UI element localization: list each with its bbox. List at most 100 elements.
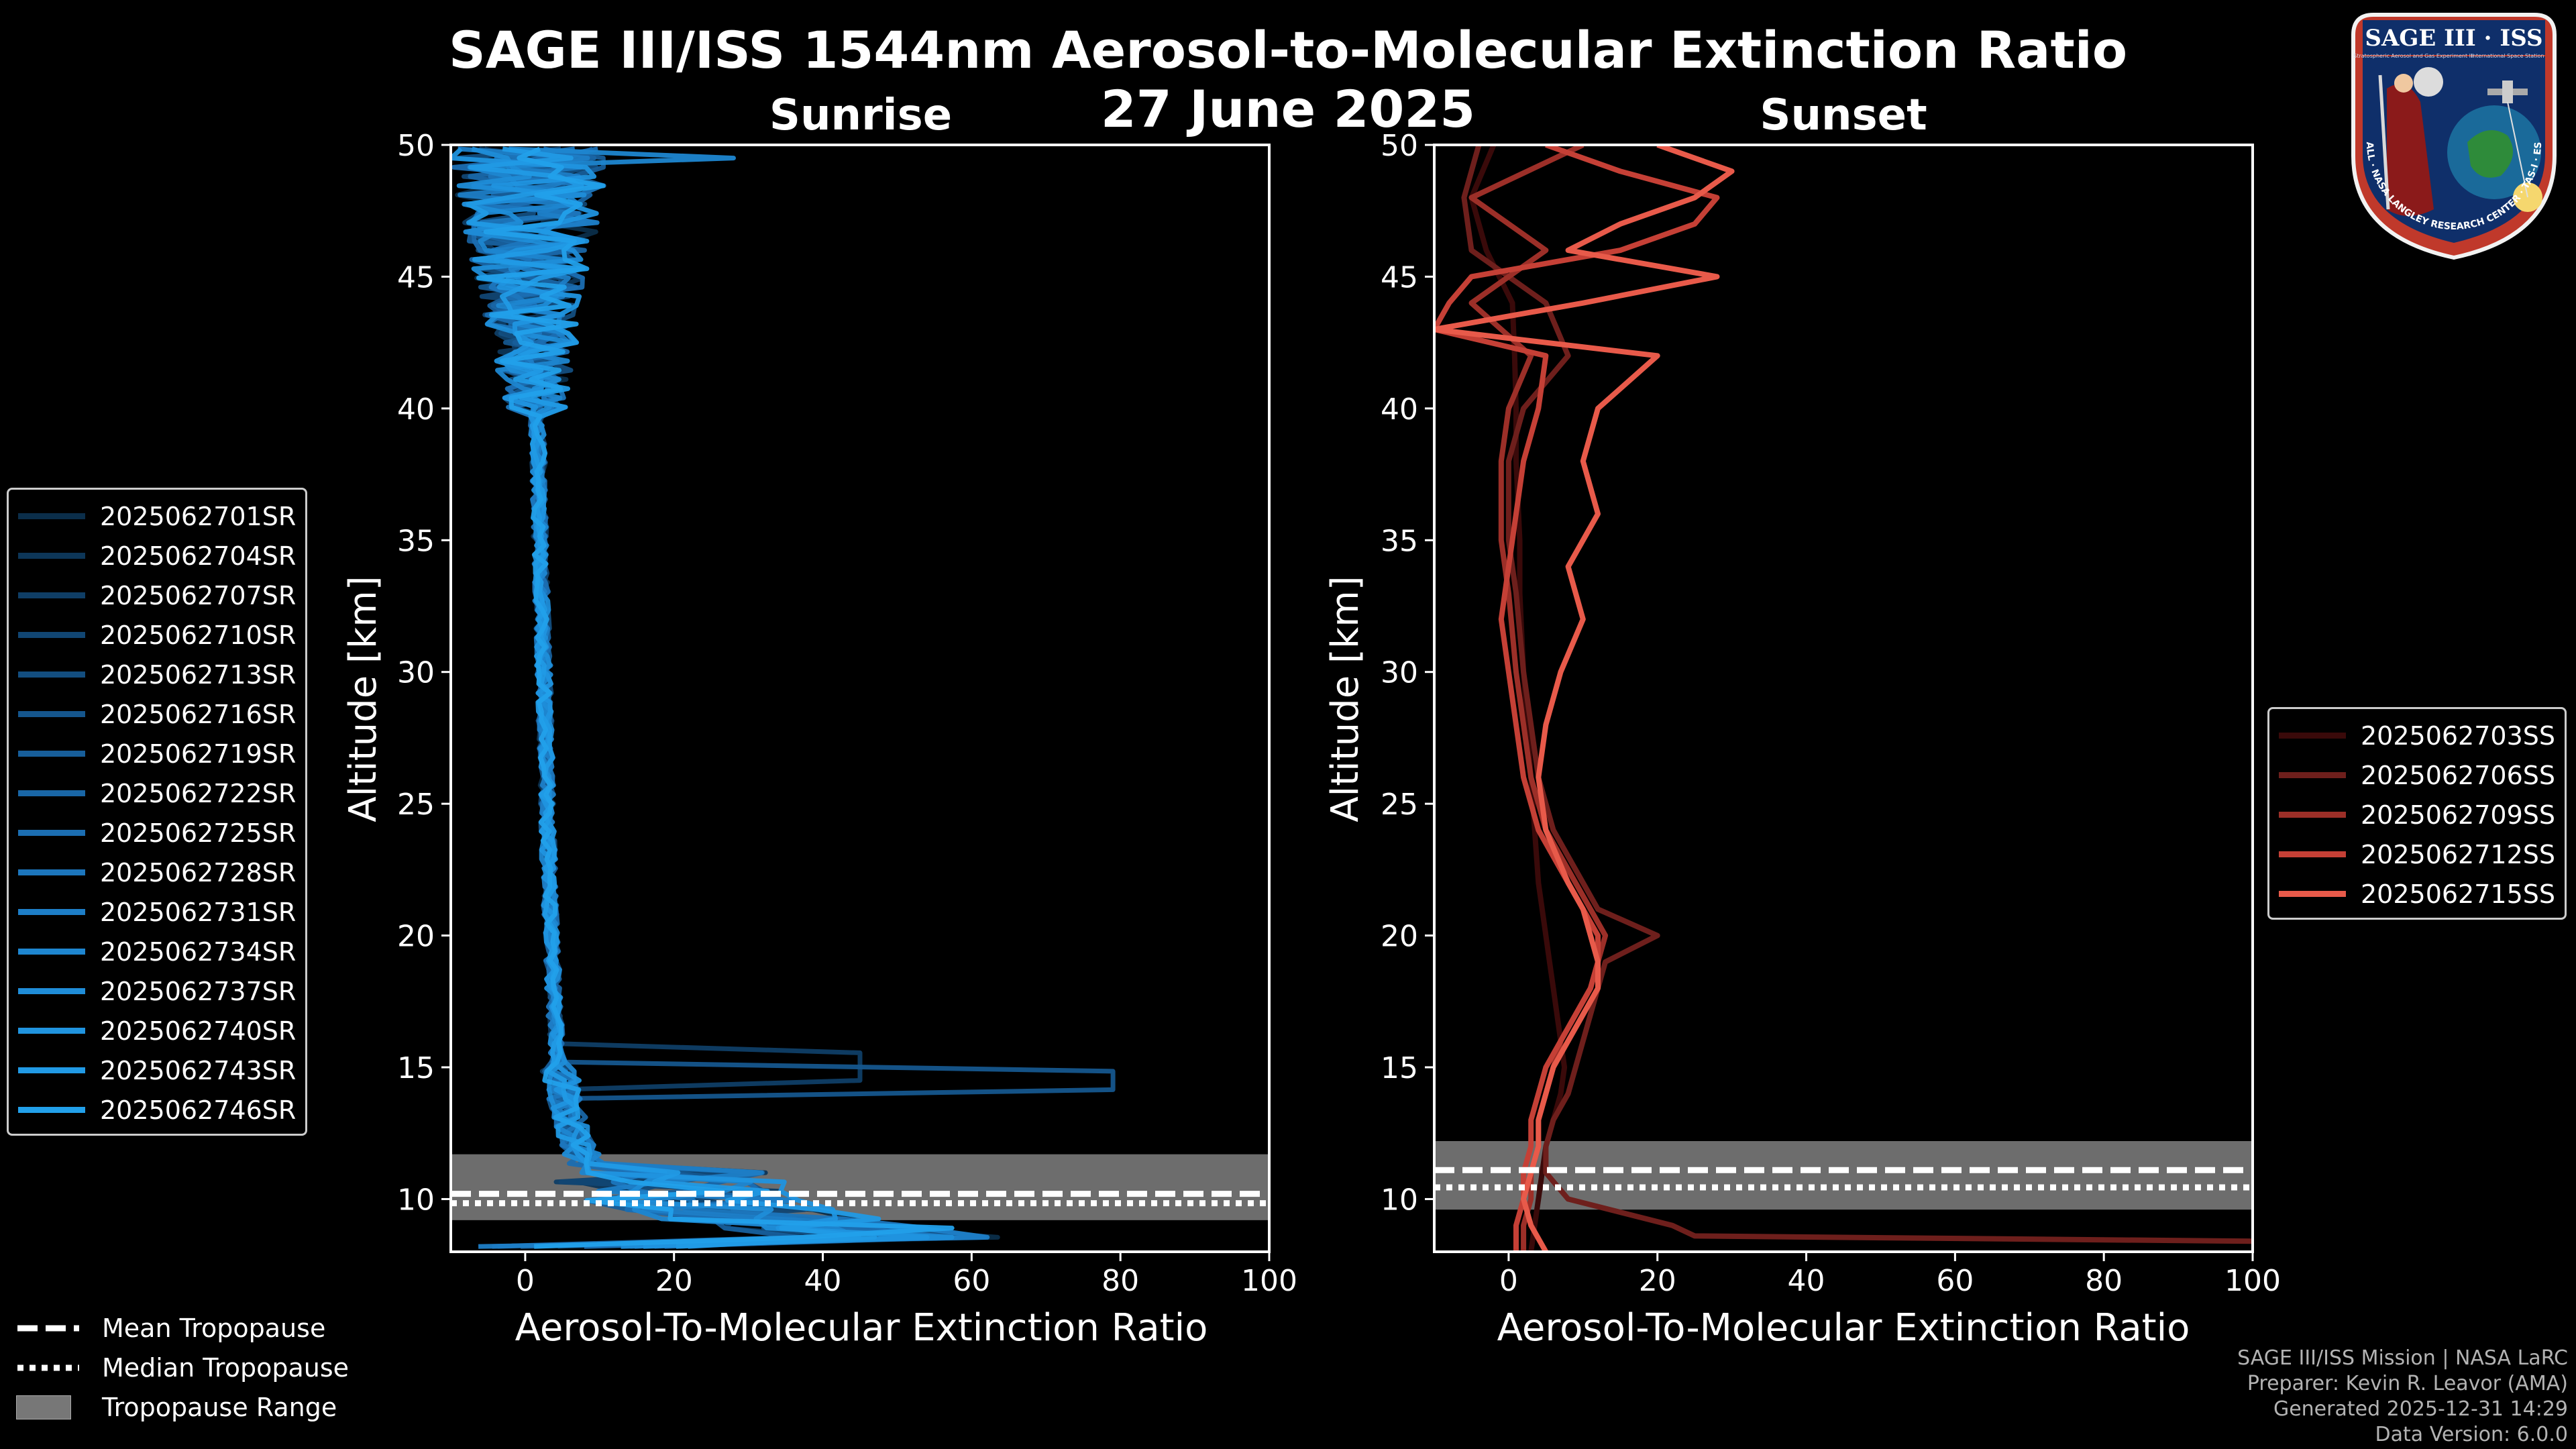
y-tick-label: 30: [1381, 656, 1418, 690]
credits-data-version: Data Version: 6.0.0: [2375, 1423, 2568, 1446]
legend-entry: 2025062743SR: [18, 1051, 296, 1090]
plot-frame: [449, 144, 1271, 1253]
y-tick-label: 20: [1381, 920, 1418, 954]
legend-entry: 2025062746SR: [18, 1090, 296, 1130]
credits-preparer: Preparer: Kevin R. Leavor (AMA): [2247, 1372, 2568, 1395]
legend-swatch: [18, 711, 85, 717]
y-tick-label: 35: [1381, 524, 1418, 558]
sunset-panel-title: Sunset: [1760, 91, 1927, 140]
legend-label: 2025062701SR: [100, 501, 297, 531]
legend-label: 2025062706SS: [2361, 760, 2556, 790]
legend-entry: 2025062712SS: [2279, 835, 2555, 874]
legend-mean-tropopause-label: Mean Tropopause: [102, 1313, 326, 1343]
sunset-y-axis-label: Altitude [km]: [1324, 576, 1367, 822]
x-tick-label: 100: [2224, 1264, 2281, 1298]
legend-label: 2025062725SR: [100, 818, 297, 848]
y-tick-label: 15: [1381, 1051, 1418, 1085]
legend-label: 2025062740SR: [100, 1016, 297, 1046]
legend-label: 2025062743SR: [100, 1055, 297, 1085]
series-line-2025062715SS: [1434, 145, 1735, 1252]
sunset-legend: 2025062703SS 2025062706SS 2025062709SS 2025…: [2267, 707, 2567, 920]
logo-name: SAGE III · ISS: [2365, 25, 2542, 52]
dashed-line-icon: [17, 1325, 79, 1331]
legend-swatch: [18, 830, 85, 836]
x-tick-label: 20: [1639, 1264, 1676, 1298]
y-tick-label: 50: [397, 129, 435, 163]
legend-label: 2025062746SR: [100, 1095, 297, 1125]
sunrise-legend: 2025062701SR 2025062704SR 2025062707SR 2025…: [7, 488, 308, 1136]
legend-label: 2025062719SR: [100, 739, 297, 769]
sunrise-panel-title: Sunrise: [769, 91, 953, 140]
x-tick-label: 80: [2085, 1264, 2123, 1298]
legend-tropopause-range-label: Tropopause Range: [102, 1392, 337, 1422]
legend-label: 2025062737SR: [100, 976, 297, 1006]
legend-entry: 2025062703SS: [2279, 716, 2555, 755]
legend-label: 2025062709SS: [2361, 800, 2556, 830]
plot-frame: [1433, 144, 2254, 1253]
legend-entry: 2025062704SR: [18, 536, 296, 576]
legend-entry: 2025062701SR: [18, 496, 296, 536]
y-tick-label: 40: [397, 392, 435, 427]
legend-entry: 2025062710SR: [18, 615, 296, 655]
x-tick-label: 40: [804, 1264, 842, 1298]
legend-swatch: [18, 1107, 85, 1113]
legend-swatch: [2279, 733, 2346, 739]
legend-label: 2025062716SR: [100, 699, 297, 729]
legend-tropopause-range: Tropopause Range: [16, 1387, 349, 1427]
legend-swatch: [18, 632, 85, 638]
legend-label: 2025062710SR: [100, 620, 297, 650]
legend-label: 2025062734SR: [100, 936, 297, 967]
y-tick-label: 50: [1381, 129, 1418, 163]
moon-icon: [2414, 67, 2443, 97]
tropopause-legend: Mean Tropopause Median Tropopause Tropop…: [16, 1308, 349, 1427]
credits-mission: SAGE III/ISS Mission | NASA LaRC: [2237, 1346, 2568, 1370]
legend-swatch: [18, 553, 85, 559]
chart-title: SAGE III/ISS 1544nm Aerosol-to-Molecular…: [448, 20, 2128, 80]
y-tick-label: 40: [1381, 392, 1418, 427]
legend-entry: 2025062740SR: [18, 1011, 296, 1051]
logo-subtitle: Stratospheric Aerosol and Gas Experiment…: [2353, 53, 2473, 59]
legend-entry: 2025062713SR: [18, 655, 296, 694]
x-tick-label: 100: [1241, 1264, 1297, 1298]
legend-entry: 2025062734SR: [18, 932, 296, 971]
legend-label: 2025062713SR: [100, 659, 297, 690]
legend-entry: 2025062722SR: [18, 773, 296, 813]
chart-date: 27 June 2025: [1100, 79, 1476, 139]
legend-swatch: [18, 988, 85, 994]
legend-swatch: [18, 949, 85, 955]
y-tick-label: 45: [397, 260, 435, 294]
x-tick-label: 20: [655, 1264, 693, 1298]
legend-label: 2025062728SR: [100, 857, 297, 888]
sunrise-plot: 0 20 40 60 80 100 10 15 20 25 30 35 40 45 50: [397, 129, 1297, 1298]
legend-swatch: [18, 672, 85, 678]
y-tick-label: 10: [1381, 1183, 1418, 1217]
legend-entry: 2025062707SR: [18, 576, 296, 615]
legend-label: 2025062704SR: [100, 541, 297, 571]
legend-swatch: [2279, 851, 2346, 857]
legend-entry: 2025062709SS: [2279, 795, 2555, 835]
legend-swatch: [2279, 812, 2346, 818]
legend-entry: 2025062728SR: [18, 853, 296, 892]
y-tick-label: 25: [1381, 788, 1418, 822]
legend-label: 2025062703SS: [2361, 720, 2556, 751]
x-tick-label: 0: [516, 1264, 535, 1298]
legend-swatch: [2279, 772, 2346, 778]
legend-label: 2025062731SR: [100, 897, 297, 927]
legend-mean-tropopause: Mean Tropopause: [16, 1308, 349, 1348]
y-tick-label: 30: [397, 656, 435, 690]
x-tick-label: 60: [1936, 1264, 1974, 1298]
x-tick-label: 0: [1499, 1264, 1518, 1298]
legend-swatch: [18, 592, 85, 598]
legend-median-tropopause: Median Tropopause: [16, 1348, 349, 1387]
y-tick-label: 10: [397, 1183, 435, 1217]
legend-label: 2025062707SR: [100, 580, 297, 610]
plot-content: [1434, 145, 2253, 1252]
legend-entry: 2025062725SR: [18, 813, 296, 853]
legend-entry: 2025062716SR: [18, 694, 296, 734]
legend-entry: 2025062737SR: [18, 971, 296, 1011]
legend-swatch: [18, 909, 85, 915]
y-tick-label: 25: [397, 788, 435, 822]
legend-swatch: [18, 751, 85, 757]
tropopause-range: [1434, 1141, 2253, 1210]
sunrise-y-axis-label: Altitude [km]: [341, 576, 385, 822]
